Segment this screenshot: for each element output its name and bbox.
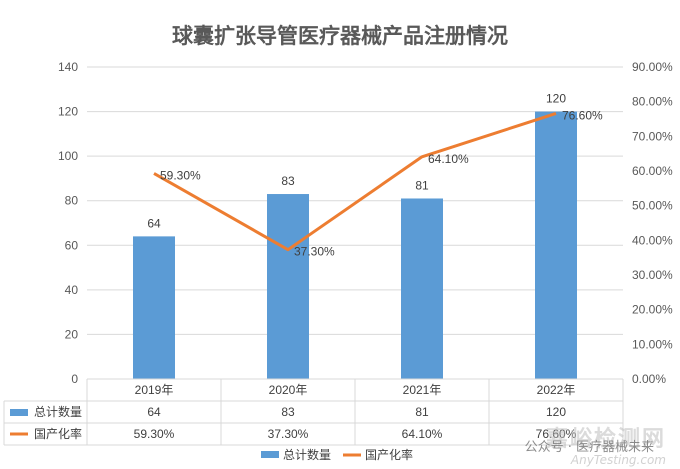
- bar-value-label: 120: [546, 92, 566, 106]
- line-path: [153, 112, 557, 252]
- legend-label: 国产化率: [365, 447, 413, 462]
- bar-value-label: 64: [147, 216, 161, 230]
- line-value-label: 76.60%: [562, 108, 603, 122]
- gridlines: [87, 66, 623, 380]
- category-label: 2020年: [269, 383, 308, 397]
- left-tick-label: 20: [65, 327, 79, 341]
- right-tick-label: 80.00%: [632, 95, 673, 109]
- line-value-label: 64.10%: [428, 152, 469, 166]
- bar: [267, 194, 309, 379]
- bar-value-label: 81: [415, 178, 429, 192]
- right-tick-label: 20.00%: [632, 303, 673, 317]
- category-label: 2021年: [403, 383, 442, 397]
- table-cell: 37.30%: [268, 427, 309, 441]
- table-cell: 81: [415, 405, 429, 419]
- line-value-label: 59.30%: [160, 168, 201, 182]
- table-series-name: 总计数量: [34, 404, 82, 419]
- right-tick-label: 40.00%: [632, 233, 673, 247]
- category-label: 2019年: [135, 383, 174, 397]
- table-cell: 83: [281, 405, 295, 419]
- bar: [535, 111, 577, 380]
- table-cell: 64.10%: [402, 427, 443, 441]
- left-axis-ticks: 0 20 40 60 80 100 120 140: [58, 60, 78, 386]
- line-value-label: 37.30%: [294, 245, 335, 259]
- legend: 总计数量 国产化率: [261, 447, 413, 462]
- bar: [133, 236, 175, 379]
- left-tick-label: 0: [71, 372, 78, 386]
- line-series: [153, 112, 557, 252]
- right-tick-label: 0.00%: [632, 372, 666, 386]
- data-labels: 64 83 81 120 59.30% 37.30% 64.10% 76.60%: [147, 92, 603, 259]
- left-tick-label: 60: [65, 238, 79, 252]
- bar: [401, 198, 443, 379]
- category-label: 2022年: [537, 383, 576, 397]
- left-tick-label: 120: [58, 105, 78, 119]
- legend-label: 总计数量: [283, 447, 331, 462]
- left-tick-label: 140: [58, 60, 78, 74]
- bar-value-label: 83: [281, 174, 295, 188]
- right-tick-label: 30.00%: [632, 268, 673, 282]
- left-tick-label: 100: [58, 149, 78, 163]
- table-cell: 59.30%: [134, 427, 175, 441]
- table-cell: 120: [546, 405, 566, 419]
- left-tick-label: 80: [65, 194, 79, 208]
- table-series-name: 国产化率: [34, 426, 82, 441]
- legend-key-bar: [261, 451, 279, 458]
- right-tick-label: 60.00%: [632, 164, 673, 178]
- watermark-badge: 公众号 · 医疗器械未来: [524, 440, 654, 455]
- right-tick-label: 70.00%: [632, 129, 673, 143]
- right-tick-label: 50.00%: [632, 199, 673, 213]
- right-tick-label: 90.00%: [632, 60, 673, 74]
- right-tick-label: 10.00%: [632, 337, 673, 351]
- right-axis-ticks: 0.00% 10.00% 20.00% 30.00% 40.00% 50.00% 60.00…: [632, 60, 673, 386]
- bar-series: [133, 111, 577, 380]
- left-tick-label: 40: [65, 283, 79, 297]
- table-cell: 64: [147, 405, 161, 419]
- table-legend-key: [10, 409, 28, 416]
- chart-title: 球囊扩张导管医疗器械产品注册情况: [172, 24, 508, 48]
- table-cell: 76.60%: [536, 427, 577, 441]
